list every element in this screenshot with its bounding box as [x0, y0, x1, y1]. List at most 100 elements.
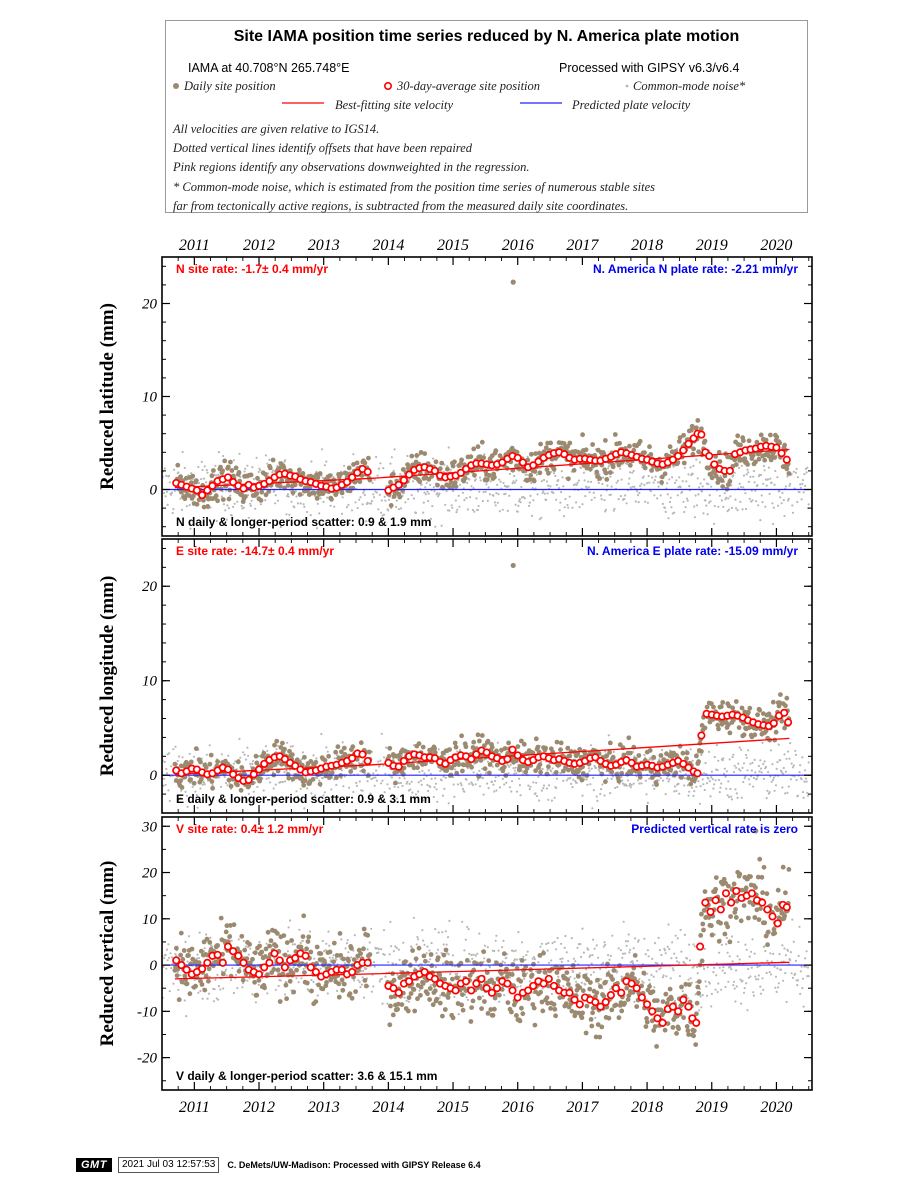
common-mode-point: [388, 953, 391, 956]
common-mode-point: [362, 491, 365, 494]
daily-position-point: [478, 758, 484, 763]
common-mode-point: [167, 789, 170, 792]
common-mode-point: [481, 767, 484, 770]
daily-position-point: [220, 468, 226, 474]
daily-position-point: [647, 444, 652, 450]
daily-position-point: [704, 704, 710, 710]
common-mode-point: [484, 772, 487, 776]
daily-position-point: [680, 750, 686, 756]
daily-position-point: [772, 737, 778, 743]
common-mode-point: [653, 479, 657, 482]
common-mode-point: [427, 499, 430, 503]
daily-position-point: [719, 478, 725, 483]
common-mode-point: [675, 789, 678, 793]
daily-position-point: [662, 471, 668, 477]
common-mode-point: [508, 472, 511, 475]
common-mode-point: [186, 805, 189, 808]
common-mode-point: [731, 755, 734, 759]
common-mode-point: [611, 934, 614, 937]
common-mode-point: [225, 974, 228, 977]
common-mode-point: [345, 506, 349, 509]
common-mode-point: [752, 785, 755, 788]
common-mode-point: [514, 766, 517, 769]
common-mode-point: [306, 510, 309, 514]
common-mode-point: [209, 936, 212, 940]
common-mode-point: [627, 482, 630, 485]
daily-position-point: [676, 439, 682, 444]
common-mode-point: [644, 953, 647, 956]
common-mode-point: [200, 460, 203, 463]
common-mode-point: [614, 786, 617, 790]
common-mode-point: [459, 748, 462, 752]
common-mode-point: [581, 503, 584, 506]
common-mode-point: [291, 745, 294, 748]
avg30-point: [358, 750, 367, 759]
daily-position-point: [452, 740, 458, 746]
common-mode-point: [197, 481, 201, 485]
common-mode-point: [510, 780, 514, 783]
common-mode-point: [267, 777, 270, 780]
common-mode-point: [698, 461, 702, 464]
common-mode-point: [511, 482, 514, 485]
common-mode-point: [757, 978, 760, 981]
daily-position-point: [174, 973, 180, 978]
common-mode-point: [199, 787, 202, 790]
common-mode-point: [299, 787, 302, 791]
avg30-point: [784, 718, 793, 727]
common-mode-point: [437, 931, 440, 934]
common-mode-point: [382, 756, 386, 759]
common-mode-point: [777, 743, 780, 746]
common-mode-point: [572, 957, 576, 960]
common-mode-point: [502, 481, 505, 485]
common-mode-point: [325, 942, 328, 945]
common-mode-point: [197, 957, 201, 960]
common-mode-point: [423, 491, 426, 494]
common-mode-point: [226, 784, 229, 787]
common-mode-point: [703, 947, 706, 951]
common-mode-point: [665, 975, 668, 978]
common-mode-point: [252, 477, 255, 481]
common-mode-point: [633, 485, 636, 488]
common-mode-point: [387, 498, 391, 501]
daily-position-point: [727, 730, 733, 736]
common-mode-point: [723, 492, 726, 495]
common-mode-point: [360, 983, 363, 986]
daily-position-point: [339, 490, 345, 496]
avg30-point: [674, 451, 683, 461]
top-year-label: 2018: [631, 237, 663, 254]
common-mode-point: [528, 788, 531, 791]
common-mode-point: [787, 497, 790, 500]
common-mode-point: [184, 790, 187, 793]
daily-position-point: [571, 467, 577, 473]
common-mode-point: [576, 946, 579, 949]
common-mode-point: [417, 490, 420, 493]
daily-position-point: [627, 750, 633, 756]
avg30-point: [456, 468, 465, 477]
common-mode-point: [264, 499, 267, 502]
common-mode-point: [168, 799, 171, 803]
common-mode-point: [535, 781, 538, 784]
common-mode-point: [293, 943, 297, 946]
common-mode-point: [377, 467, 381, 470]
common-mode-point: [468, 782, 471, 786]
common-mode-point: [210, 944, 213, 948]
common-mode-point: [474, 783, 477, 786]
y-tick-label: 10: [142, 390, 158, 406]
common-mode-point: [639, 484, 642, 487]
daily-position-point: [702, 725, 708, 731]
common-mode-point: [296, 795, 299, 798]
daily-position-point: [187, 991, 193, 997]
common-mode-point: [678, 792, 681, 795]
common-mode-point: [673, 511, 676, 514]
common-mode-point: [716, 768, 719, 772]
common-mode-point: [472, 487, 475, 490]
common-mode-point: [736, 955, 739, 958]
common-mode-point: [224, 968, 228, 971]
common-mode-point: [498, 786, 501, 789]
common-mode-point: [537, 961, 540, 964]
common-mode-point: [735, 985, 738, 988]
common-mode-point: [740, 464, 743, 467]
common-mode-point: [303, 505, 306, 508]
common-mode-point: [592, 971, 595, 974]
